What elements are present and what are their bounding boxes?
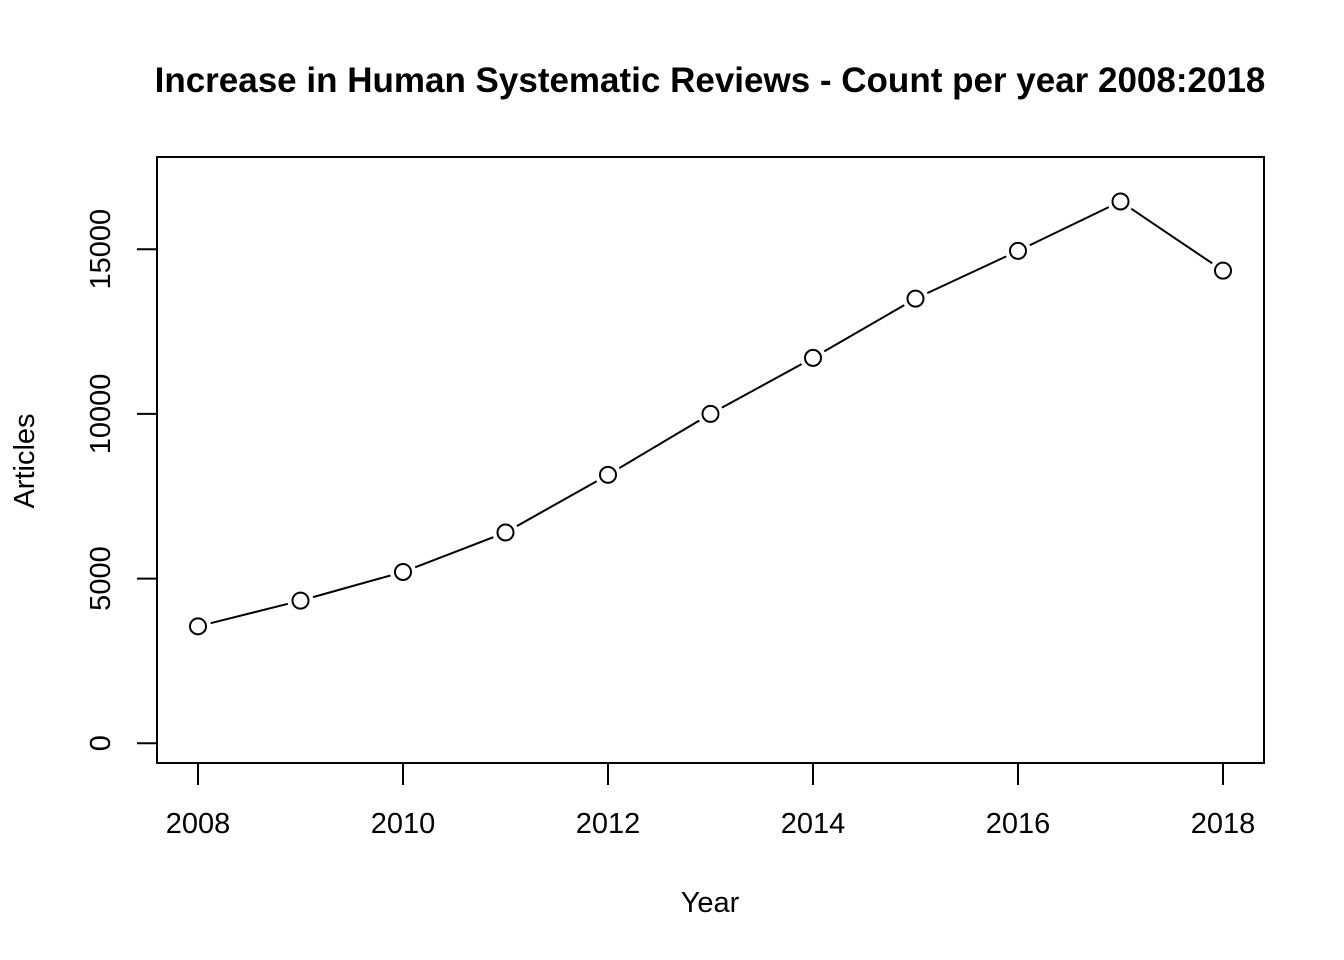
plot-frame xyxy=(156,156,1265,764)
series-line-segment xyxy=(926,255,1007,295)
x-tick-label: 2016 xyxy=(986,808,1051,840)
y-axis: 0 5000 10000 15000 xyxy=(85,209,158,751)
series-line-segment xyxy=(210,602,289,625)
y-tick-label: 15000 xyxy=(85,209,117,290)
data-point xyxy=(1009,241,1027,260)
series-line-segment xyxy=(516,480,598,527)
data-point xyxy=(906,289,925,308)
x-tick-label: 2014 xyxy=(781,808,846,840)
data-point xyxy=(496,523,515,542)
data-point xyxy=(189,617,207,636)
x-tick-label: 2012 xyxy=(576,808,641,840)
series-line-segment xyxy=(414,536,494,569)
y-tick-label: 0 xyxy=(85,735,117,751)
chart-title: Increase in Human Systematic Reviews - C… xyxy=(155,61,1266,100)
x-tick-label: 2018 xyxy=(1191,808,1256,840)
series-layer xyxy=(189,192,1232,636)
data-point xyxy=(599,465,617,484)
x-tick-label: 2008 xyxy=(166,808,231,840)
series-line-segment xyxy=(823,304,905,353)
data-point xyxy=(291,591,310,610)
data-point xyxy=(1214,261,1232,280)
data-point xyxy=(804,348,822,367)
series-line-segment xyxy=(721,363,803,409)
data-point xyxy=(1111,192,1130,211)
data-point xyxy=(394,562,412,581)
y-tick-label: 10000 xyxy=(85,374,117,455)
data-point xyxy=(701,404,720,423)
series-line-segment xyxy=(1130,207,1213,265)
x-axis: 2008 2010 2012 2014 2016 2018 xyxy=(166,762,1256,840)
x-axis-label: Year xyxy=(681,887,740,919)
series-line-segment xyxy=(1029,206,1110,247)
y-tick-label: 5000 xyxy=(85,546,117,611)
series-line-segment xyxy=(312,574,391,599)
y-axis-label: Articles xyxy=(9,413,41,508)
x-tick-label: 2010 xyxy=(371,808,436,840)
series-line-segment xyxy=(618,419,700,470)
